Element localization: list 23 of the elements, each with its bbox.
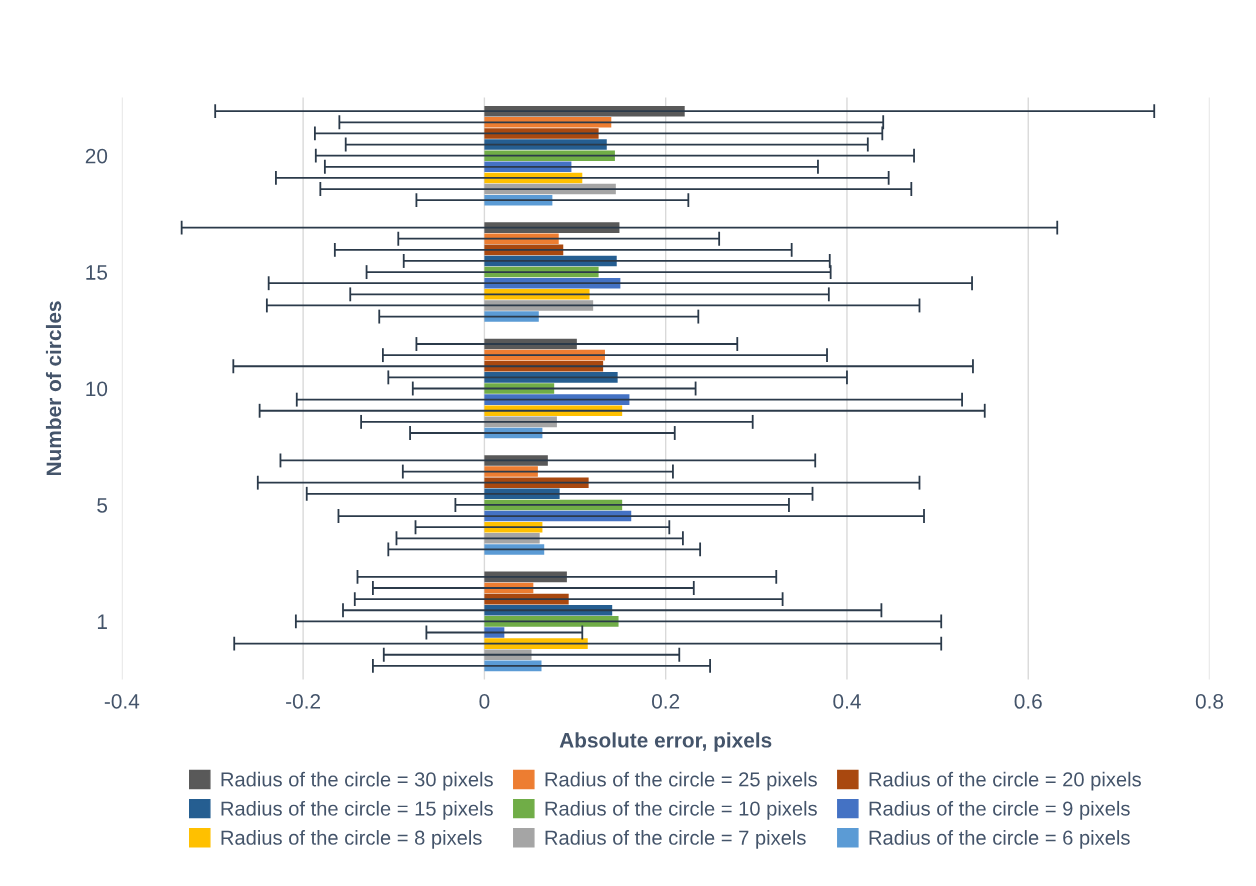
x-tick-label: 0.2 <box>652 694 680 709</box>
y-tick-label: 15 <box>86 265 108 280</box>
x-axis-title: Absolute error, pixels <box>559 732 772 752</box>
legend-label: Radius of the circle = 20 pixels <box>869 771 1141 791</box>
legend-label: Radius of the circle = 7 pixels <box>545 830 806 849</box>
x-tick-label: -0.4 <box>104 694 140 709</box>
y-tick-label: 10 <box>86 381 108 397</box>
legend-label: Radius of the circle = 25 pixels <box>545 771 817 791</box>
x-tick-label: 0.6 <box>1014 694 1042 709</box>
legend-label: Radius of the circle = 9 pixels <box>869 800 1130 820</box>
y-tick-label: 20 <box>85 148 108 164</box>
y-axis-title: Number of circles <box>45 301 62 476</box>
legend-label: Radius of the circle = 8 pixels <box>221 830 482 849</box>
x-tick-label: 0 <box>479 694 490 709</box>
y-tick-label: 5 <box>97 498 108 513</box>
legend-label: Radius of the circle = 6 pixels <box>869 830 1130 849</box>
y-tick-label: 1 <box>97 614 107 629</box>
legend-label: Radius of the circle = 15 pixels <box>221 800 493 820</box>
x-tick-label: 0.8 <box>1195 694 1224 709</box>
x-tick-label: 0.4 <box>833 694 861 709</box>
legend-label: Radius of the circle = 10 pixels <box>545 800 817 820</box>
legend-label: Radius of the circle = 30 pixels <box>221 771 493 791</box>
x-tick-label: -0.2 <box>286 694 321 709</box>
